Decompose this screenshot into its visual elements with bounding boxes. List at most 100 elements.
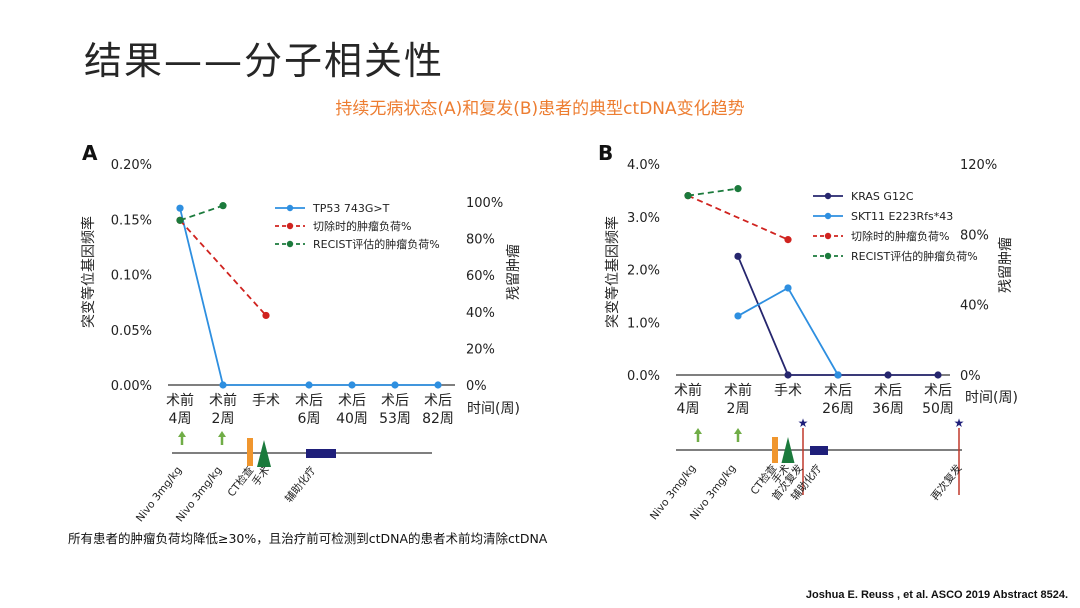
data-point <box>934 371 942 379</box>
panel-letter: A <box>82 141 98 165</box>
data-point <box>219 381 227 389</box>
y-tick-label: 0.10% <box>111 269 152 284</box>
slide-title: 结果——分子相关性 <box>84 39 445 83</box>
y2-tick-label: 80% <box>960 228 989 243</box>
x-tick-label: 术后 <box>824 383 852 399</box>
data-point <box>834 371 842 379</box>
y-tick-label: 3.0% <box>627 211 660 226</box>
series-line <box>687 187 739 197</box>
legend-label: SKT11 E223Rfs*43 <box>851 210 953 223</box>
x-tick-label: 82周 <box>422 411 454 427</box>
data-point <box>734 252 742 260</box>
x-tick-label: 36周 <box>872 401 904 417</box>
data-point <box>305 381 313 389</box>
surgery-marker <box>781 437 795 463</box>
x-axis-label: 时间(周) <box>467 401 520 417</box>
data-point <box>262 311 270 320</box>
legend-label: KRAS G12C <box>851 190 914 203</box>
x-tick-label: 手术 <box>774 383 802 399</box>
x-tick-label: 术后 <box>924 383 952 399</box>
legend-label: 切除时的肿瘤负荷% <box>851 229 949 243</box>
x-tick-label: 26周 <box>822 401 854 417</box>
legend-label: RECIST评估的肿瘤负荷% <box>851 249 978 263</box>
x-tick-label: 术前 <box>209 392 237 409</box>
y-tick-label: 0.20% <box>111 158 152 173</box>
series-line <box>179 219 267 317</box>
y-tick-label: 0.15% <box>111 213 152 228</box>
nivo-arrow-head <box>178 431 186 437</box>
data-point <box>219 202 227 210</box>
x-tick-label: 50周 <box>922 401 954 417</box>
data-point <box>176 216 184 224</box>
ct-scan-marker <box>772 437 778 463</box>
x-tick-label: 手术 <box>252 393 280 409</box>
chart-panel-b: B 0.0% 1.0% 2.0% 3.0% 4.0% 0% 40% 80% 120% 突变等位基因频… <box>598 141 1018 522</box>
y2-tick-label: 20% <box>466 342 495 357</box>
legend-marker <box>286 204 294 212</box>
data-point <box>734 312 742 320</box>
y-tick-label: 2.0% <box>627 264 660 279</box>
y2-tick-label: 40% <box>466 306 495 321</box>
y2-tick-label: 0% <box>960 369 981 384</box>
data-point <box>176 204 184 212</box>
x-tick-label: 40周 <box>336 411 368 427</box>
legend-label: RECIST评估的肿瘤负荷% <box>313 237 440 251</box>
x-tick-label: 术后 <box>295 393 323 409</box>
nivo-arrow-head <box>218 431 226 437</box>
x-tick-label: 术前 <box>166 392 194 409</box>
ct-scan-marker <box>247 438 253 466</box>
x-axis-label: 时间(周) <box>965 390 1018 406</box>
legend-marker <box>824 192 832 200</box>
timeline-label: 手术 <box>249 463 272 488</box>
data-point <box>734 185 742 193</box>
y2-tick-label: 60% <box>466 269 495 284</box>
x-tick-label: 53周 <box>379 411 411 427</box>
x-tick-label: 6周 <box>298 411 321 427</box>
y-tick-label: 0.0% <box>627 369 660 384</box>
y2-tick-label: 120% <box>960 158 997 173</box>
adjuvant-chemo-marker <box>810 446 828 455</box>
y2-tick-label: 0% <box>466 379 487 394</box>
data-point <box>391 381 399 389</box>
x-tick-label: 术后 <box>424 393 452 409</box>
legend-label: TP53 743G>T <box>312 202 390 215</box>
series-line <box>179 207 438 386</box>
y-tick-label: 1.0% <box>627 316 660 331</box>
x-tick-label: 术后 <box>381 393 409 409</box>
adjuvant-chemo-marker <box>306 449 336 458</box>
data-point <box>434 381 442 389</box>
data-point <box>684 192 692 200</box>
legend-marker <box>286 240 294 248</box>
x-tick-label: 术前 <box>724 382 752 399</box>
y-axis-label: 突变等位基因频率 <box>80 216 97 328</box>
legend-marker <box>286 222 294 230</box>
y-tick-label: 0.00% <box>111 379 152 394</box>
legend-marker <box>824 252 832 260</box>
data-point <box>348 381 356 389</box>
legend-marker <box>824 232 832 240</box>
data-point <box>784 284 792 292</box>
y2-axis-label: 残留肿瘤 <box>505 244 522 300</box>
y2-tick-label: 100% <box>466 196 503 211</box>
nivo-arrow-head <box>694 428 702 434</box>
x-tick-label: 术后 <box>874 383 902 399</box>
data-point <box>784 371 792 379</box>
nivo-arrow-head <box>734 428 742 434</box>
x-tick-label: 2周 <box>727 401 750 417</box>
surgery-marker <box>257 440 271 467</box>
y-tick-label: 4.0% <box>627 158 660 173</box>
series-line <box>179 204 224 222</box>
relapse-star: ★ <box>798 416 809 430</box>
y-axis-label: 突变等位基因频率 <box>604 216 621 328</box>
x-tick-label: 4周 <box>677 401 700 417</box>
x-tick-label: 术前 <box>674 382 702 399</box>
x-tick-label: 2周 <box>212 411 235 427</box>
chart-panel-a: A 0.00% 0.05% 0.10% 0.15% 0.20% 0% 20% 40% 60% 80%… <box>80 141 522 524</box>
timeline-label: 辅助化疗 <box>282 463 318 504</box>
slide-subtitle: 持续无病状态(A)和复发(B)患者的典型ctDNA变化趋势 <box>335 99 745 119</box>
y-tick-label: 0.05% <box>111 324 152 339</box>
series-line <box>737 255 938 376</box>
citation: Joshua E. Reuss , et al. ASCO 2019 Abstr… <box>805 589 1068 601</box>
panel-letter: B <box>598 141 613 165</box>
